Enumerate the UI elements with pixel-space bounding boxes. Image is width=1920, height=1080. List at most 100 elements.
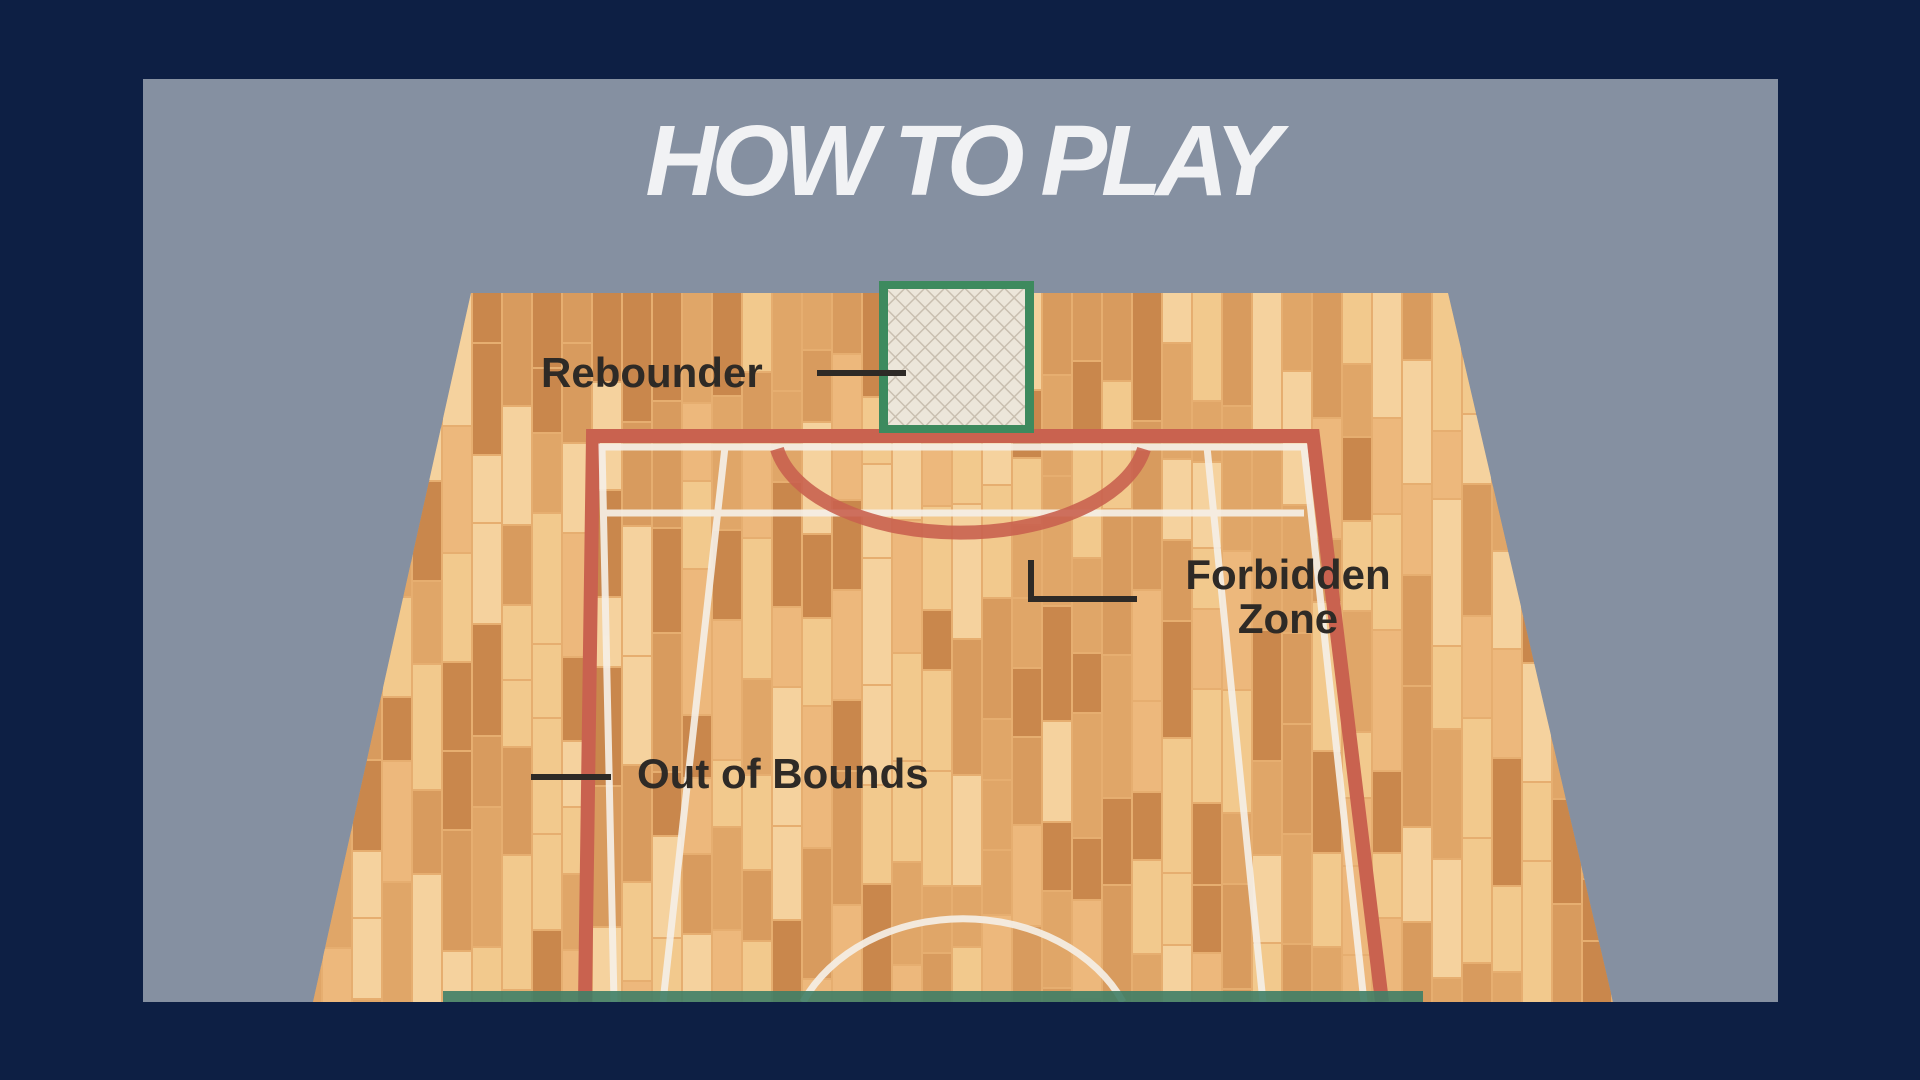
wood-plank [1463, 415, 1491, 483]
wood-plank [953, 505, 981, 638]
wood-plank [1553, 725, 1581, 798]
wood-plank [623, 293, 651, 421]
wood-plank [1103, 293, 1131, 380]
court-lines [598, 443, 1368, 1002]
wood-plank [313, 388, 321, 456]
wood-plank [623, 657, 651, 764]
wood-plank [1433, 432, 1461, 498]
wood-plank [1613, 579, 1641, 694]
wood-plank [1163, 460, 1191, 539]
baseline-strip [443, 991, 1423, 1002]
wood-plank [383, 762, 411, 881]
wood-plank [683, 855, 711, 933]
wood-plank [1613, 284, 1641, 419]
wood-plank [1013, 738, 1041, 824]
wood-plank [713, 293, 741, 395]
wood-plank [773, 483, 801, 606]
wood-plank [1043, 376, 1071, 475]
wood-plank [1133, 591, 1161, 700]
wood-plank [473, 625, 501, 735]
wood-plank [443, 427, 471, 552]
wood-plank [1583, 293, 1611, 413]
wood-plank [1193, 690, 1221, 802]
wood-plank [773, 921, 801, 1002]
wood-plank [1463, 964, 1491, 1002]
wood-plank [473, 737, 501, 806]
wood-plank [1253, 293, 1281, 429]
wood-plank [893, 521, 921, 652]
wood-plank [1013, 826, 1041, 925]
wood-plank [1403, 576, 1431, 685]
wood-plank [1433, 860, 1461, 977]
wood-plank [473, 293, 501, 342]
wood-plank [1433, 730, 1461, 858]
wood-plank [1523, 862, 1551, 1002]
forbidden-zone-label-line2: Zone [1237, 595, 1339, 642]
wood-plank [1493, 759, 1521, 885]
wood-plank [503, 856, 531, 989]
wood-plank [1283, 835, 1311, 943]
wood-plank [313, 293, 321, 386]
wood-plank [503, 407, 531, 524]
rebounder-label: Rebounder [541, 349, 763, 396]
wood-plank [1283, 506, 1311, 632]
wood-plank [653, 634, 681, 771]
wood-plank [533, 931, 561, 1002]
wood-plank [1463, 485, 1491, 615]
wood-plank [383, 598, 411, 696]
wood-plank [623, 527, 651, 655]
wood-plank [473, 456, 501, 522]
wood-plank [1133, 861, 1161, 953]
wood-plank [1193, 293, 1221, 400]
wood-plank [1523, 664, 1551, 781]
wood-plank [803, 619, 831, 705]
wood-plank [803, 707, 831, 847]
wood-plank [413, 482, 441, 580]
wood-plank [713, 621, 741, 759]
wood-plank [623, 766, 651, 881]
wood-plank [1223, 885, 1251, 988]
wood-plank [1553, 293, 1581, 416]
wood-plank [1403, 828, 1431, 921]
wood-plank [443, 554, 471, 661]
wood-plank [983, 781, 1011, 849]
wood-plank [1523, 572, 1551, 662]
wood-plank [533, 369, 561, 432]
wood-plank [743, 871, 771, 940]
wood-plank [1433, 500, 1461, 645]
wood-plank [833, 772, 861, 904]
wood-plank [1433, 979, 1461, 1002]
wood-plank [413, 582, 441, 663]
wood-plank [533, 434, 561, 512]
wood-plank [1373, 854, 1401, 917]
wood-plank [1523, 293, 1551, 377]
wood-plank [443, 752, 471, 829]
wood-plank [413, 383, 441, 480]
wood-plank [593, 293, 621, 381]
wood-plank [893, 863, 921, 964]
wood-plank [323, 404, 351, 512]
wood-plank [1463, 719, 1491, 837]
wood-plank [863, 559, 891, 684]
wood-plank [533, 293, 561, 367]
wood-plank [353, 919, 381, 998]
wood-plank [1373, 419, 1401, 513]
wood-plank [1073, 654, 1101, 712]
wood-plank [1553, 418, 1581, 513]
wood-plank [683, 935, 711, 1002]
wood-plank [653, 529, 681, 632]
wood-plank [833, 701, 861, 770]
wood-plank [383, 293, 411, 396]
wood-plank [1163, 541, 1191, 620]
wood-plank [1433, 293, 1461, 430]
wood-plank [743, 293, 771, 371]
wood-plank [1013, 669, 1041, 736]
wood-plank [353, 761, 381, 850]
wood-plank [1493, 293, 1521, 402]
wood-plank [1613, 696, 1641, 823]
wood-plank [1583, 942, 1611, 1002]
wood-plank [743, 680, 771, 774]
wood-plank [1133, 702, 1161, 791]
wood-plank [953, 776, 981, 885]
wood-plank [1073, 559, 1101, 652]
